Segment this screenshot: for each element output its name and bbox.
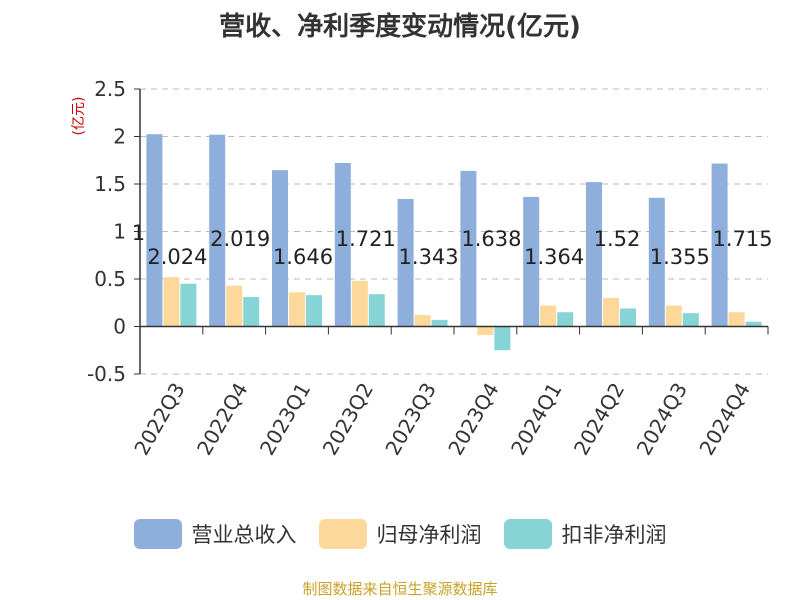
data-label: 1.646 <box>273 245 333 269</box>
y-tick-label: 1 <box>113 220 126 244</box>
bar <box>557 312 574 327</box>
bar <box>648 197 665 327</box>
bar <box>226 285 243 327</box>
bar <box>209 134 226 327</box>
x-tick-label: 2023Q4 <box>443 379 503 460</box>
bar <box>665 305 682 327</box>
x-tick-label: 2023Q1 <box>255 379 315 460</box>
bar <box>146 134 163 327</box>
x-tick-label: 2024Q1 <box>506 379 566 460</box>
bar <box>163 277 180 327</box>
bar <box>540 305 557 327</box>
legend-label: 营业总收入 <box>191 523 297 547</box>
legend-swatch <box>503 519 552 549</box>
legend-swatch <box>133 519 182 549</box>
bar <box>397 198 414 327</box>
y-tick-label: 0 <box>113 315 126 339</box>
bars-layer <box>146 134 762 351</box>
bar <box>368 294 385 327</box>
grid-layer <box>140 88 768 375</box>
data-label: 1.343 <box>399 245 459 269</box>
bar <box>334 163 351 327</box>
legend-label: 扣非净利润 <box>561 523 667 547</box>
x-tick-label: 2024Q4 <box>694 379 754 460</box>
bar <box>180 283 197 327</box>
x-tick-label: 2024Q2 <box>569 379 629 460</box>
bar <box>306 295 322 327</box>
bar <box>460 170 477 327</box>
x-tick-label: 2022Q3 <box>129 379 189 460</box>
data-label: 1.364 <box>524 245 584 269</box>
legend-item[interactable]: 营业总收入 <box>133 519 297 549</box>
legend: 营业总收入 归母净利润 扣非净利润 <box>0 516 800 552</box>
data-label: 1.715 <box>713 227 773 251</box>
bar <box>745 321 762 327</box>
x-tick-label: 2023Q3 <box>380 379 440 460</box>
data-label: 1.52 <box>594 227 641 251</box>
bar <box>414 315 431 327</box>
bar <box>523 196 540 327</box>
y-axis-title: (亿元) <box>71 97 87 136</box>
bar <box>431 319 448 327</box>
bar <box>289 292 305 327</box>
bar <box>494 326 511 351</box>
annotation-label: 1 <box>132 221 145 245</box>
data-label: 1.638 <box>461 227 521 251</box>
bar <box>620 308 636 327</box>
legend-item[interactable]: 扣非净利润 <box>503 519 667 549</box>
data-label: 1.721 <box>336 227 396 251</box>
y-tick-label: 0.5 <box>94 267 126 291</box>
x-tick-label: 2024Q3 <box>632 379 692 460</box>
bar <box>272 170 288 327</box>
data-label: 2.024 <box>147 245 207 269</box>
bar <box>243 297 260 327</box>
legend-label: 归母净利润 <box>376 523 482 547</box>
data-label: 2.019 <box>210 227 270 251</box>
bar <box>728 312 745 327</box>
y-tick-label: 1.5 <box>94 172 126 196</box>
chart-title: 营收、净利季度变动情况(亿元) <box>219 12 581 42</box>
bar <box>477 326 494 336</box>
x-tick-label: 2022Q4 <box>192 379 252 460</box>
data-label: 1.355 <box>650 245 710 269</box>
bar <box>711 163 728 327</box>
legend-item[interactable]: 归母净利润 <box>318 519 482 549</box>
x-tick-label: 2023Q2 <box>318 379 378 460</box>
bar <box>586 182 602 327</box>
bar <box>682 313 699 327</box>
legend-swatch <box>318 519 367 549</box>
bar <box>603 298 619 327</box>
y-tick-label: 2 <box>113 125 126 149</box>
bar <box>351 280 368 327</box>
y-tick-label: 2.5 <box>94 77 126 101</box>
source-note: 制图数据来自恒生聚源数据库 <box>302 580 498 598</box>
y-tick-label: -0.5 <box>87 362 126 386</box>
